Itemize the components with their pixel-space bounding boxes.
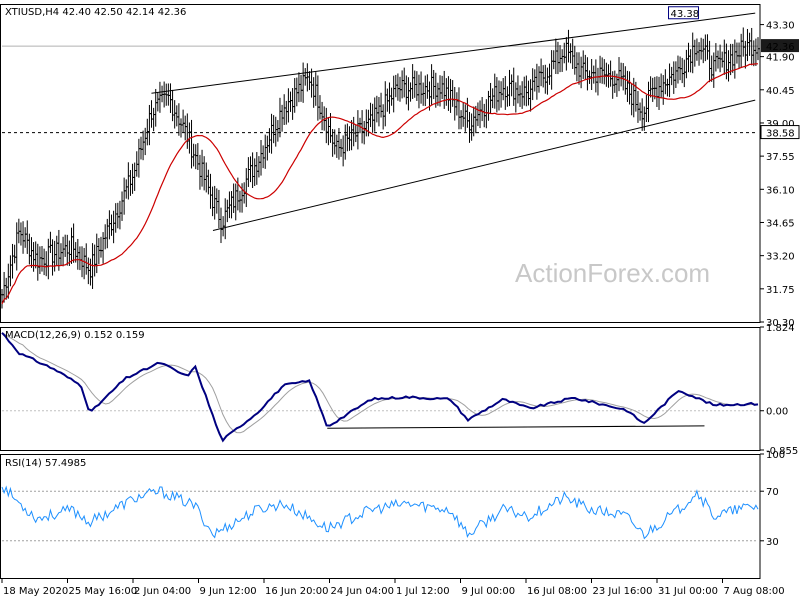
y-tick-label: 100 <box>766 450 785 461</box>
channel-line-lower <box>212 99 756 231</box>
y-tick-label: 1.824 <box>766 323 795 334</box>
x-tick-label: 25 May 16:00 <box>69 586 138 597</box>
y-tick-label: 41.90 <box>766 53 795 64</box>
macd-header: MACD(12,26,9) 0.152 0.159 <box>5 330 145 341</box>
x-tick-label: 31 Jul 00:00 <box>658 586 718 597</box>
y-tick-label: 30.30 <box>766 318 795 329</box>
moving-average-line <box>1 63 758 305</box>
current-price-box <box>761 39 799 53</box>
peak-annotation-label: 43.38 <box>671 9 700 20</box>
x-axis: 18 May 2020 25 May 16:002 Jun 04:00 9 Jun … <box>0 578 785 597</box>
channel-line-upper <box>151 12 756 94</box>
x-tick-label: 2 Jun 04:00 <box>134 586 191 597</box>
y-tick-label: 34.65 <box>766 218 795 229</box>
macd-line <box>1 332 759 443</box>
y-tick-label: 43.30 <box>766 21 795 32</box>
rsi-header: RSI(14) 57.4985 <box>5 458 86 469</box>
y-tick-label: 31.75 <box>766 285 795 296</box>
y-tick-label: 30 <box>766 537 779 548</box>
support-label-box <box>760 125 800 140</box>
x-tick-label: 9 Jul 00:00 <box>462 586 516 597</box>
current-price-label: 42.36 <box>766 42 795 53</box>
price-pane: 30.30 31.75 33.20 34.65 36.10 37.55 39.00 40.45… <box>0 4 800 329</box>
x-tick-label: 7 Aug 08:00 <box>724 586 785 597</box>
support-label: 38.58 <box>766 129 795 140</box>
y-tick-label: 37.55 <box>766 152 795 163</box>
x-tick-label: 23 Jul 16:00 <box>593 586 653 597</box>
peak-annotation-box <box>668 6 700 20</box>
x-tick-label: 16 Jun 20:00 <box>265 586 329 597</box>
y-tick-label: 40.45 <box>766 86 795 97</box>
x-tick-label: 9 Jun 12:00 <box>200 586 257 597</box>
watermark: ActionForex.com <box>515 258 710 288</box>
price-header: XTIUSD,H4 42.40 42.50 42.14 42.36 <box>5 7 186 18</box>
macd-support-trendline <box>327 425 705 429</box>
y-tick-label: 70 <box>766 487 779 498</box>
y-tick-label: -0.855 <box>766 446 798 457</box>
x-tick-label: 24 Jun 04:00 <box>331 586 395 597</box>
x-tick-label: 1 Jul 12:00 <box>396 586 450 597</box>
x-tick-label: 16 Jul 08:00 <box>527 586 587 597</box>
y-tick-label: 39.00 <box>766 119 795 130</box>
y-tick-label: 0.00 <box>766 407 788 418</box>
y-tick-label: 33.20 <box>766 252 795 263</box>
macd-signal-line <box>1 332 759 434</box>
y-tick-label: 36.10 <box>766 185 795 196</box>
x-tick-label: 18 May 2020 <box>3 586 68 597</box>
macd-pane: 1.824 0.00 -0.855 MACD(12,26,9) 0.152 0.159 <box>0 323 798 457</box>
ohlc-bar <box>756 37 760 61</box>
rsi-line <box>1 485 759 540</box>
